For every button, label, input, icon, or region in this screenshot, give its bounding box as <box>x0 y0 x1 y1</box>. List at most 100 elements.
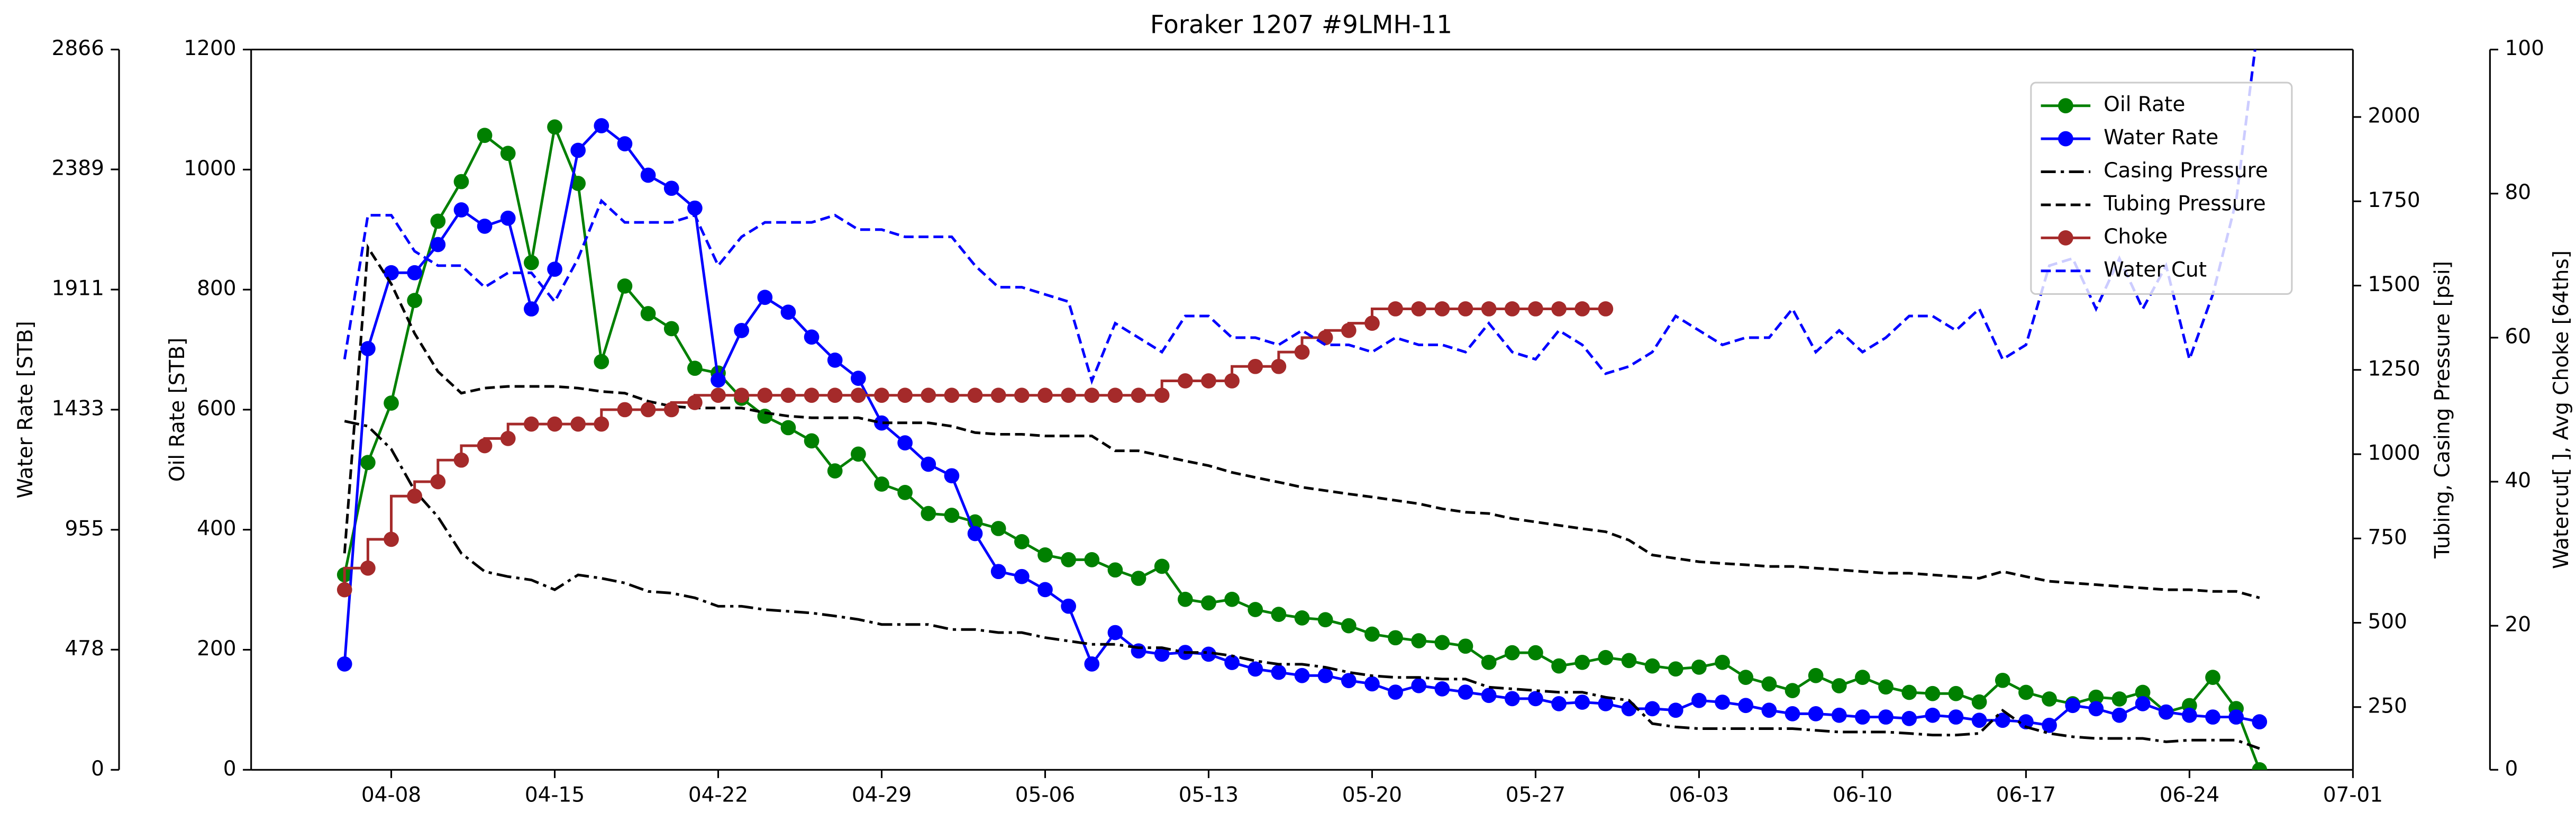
y-tick-label: 0 <box>223 757 236 781</box>
data-point <box>967 526 983 542</box>
data-point <box>1481 301 1497 317</box>
data-point <box>1317 612 1333 628</box>
data-point <box>1317 667 1333 683</box>
y-tick-label: 1200 <box>184 37 236 60</box>
data-point <box>1107 625 1123 640</box>
data-point <box>1388 301 1403 317</box>
data-point <box>1995 672 2010 688</box>
y-axis-label: Tubing, Casing Pressure [psi] <box>2431 261 2455 559</box>
data-point <box>1948 709 1964 725</box>
data-point <box>1271 358 1287 374</box>
data-point <box>687 360 703 376</box>
y-tick-label: 1000 <box>2368 441 2420 465</box>
data-point <box>2042 691 2057 707</box>
data-point <box>1248 661 1263 677</box>
data-point <box>1551 658 1567 674</box>
data-point <box>1341 618 1357 634</box>
series-line <box>343 243 2260 599</box>
data-point <box>1574 301 1590 317</box>
data-point <box>594 354 609 369</box>
data-point <box>1481 654 1497 670</box>
data-point <box>2252 762 2268 770</box>
data-point <box>1084 387 1100 403</box>
data-point <box>1014 534 1030 549</box>
data-point <box>2111 707 2127 723</box>
data-point <box>1341 322 1357 338</box>
data-point <box>734 387 749 403</box>
y-axis-label: Watercut[ ], Avg Choke [64ths] <box>2550 250 2573 569</box>
y-tick-label: 600 <box>197 396 236 420</box>
data-point <box>734 323 749 338</box>
x-tick-label: 07-01 <box>2323 783 2383 807</box>
data-point <box>804 387 820 403</box>
data-point <box>1855 670 1870 685</box>
data-point <box>2042 717 2057 733</box>
data-point <box>944 387 960 403</box>
data-point <box>1388 630 1403 646</box>
data-point <box>1061 598 1076 614</box>
data-point <box>897 435 913 450</box>
data-point <box>804 329 820 345</box>
data-point <box>384 531 399 547</box>
y-tick-label: 500 <box>2368 610 2407 634</box>
data-point <box>1528 645 1543 661</box>
x-tick-label: 04-29 <box>852 783 912 807</box>
data-point <box>524 416 539 432</box>
data-point <box>336 656 352 672</box>
data-point <box>663 402 679 418</box>
data-point <box>430 474 446 490</box>
data-point <box>711 372 726 388</box>
data-point <box>1691 692 1707 708</box>
data-point <box>1481 688 1497 703</box>
data-point <box>1224 373 1240 389</box>
data-point <box>2111 691 2127 707</box>
data-point <box>1644 658 1660 674</box>
data-point <box>944 468 960 484</box>
data-point <box>360 455 376 471</box>
data-point <box>1528 691 1543 707</box>
data-point <box>1271 607 1287 622</box>
data-point <box>2088 701 2104 717</box>
data-point <box>1201 595 1216 611</box>
data-point <box>1084 552 1100 567</box>
data-point <box>780 420 796 436</box>
data-point <box>827 463 843 479</box>
data-point <box>1738 670 1754 685</box>
legend-marker <box>2058 230 2073 246</box>
data-point <box>1294 667 1310 683</box>
data-point <box>617 136 633 152</box>
data-point <box>1061 552 1076 567</box>
y-tick-label: 60 <box>2505 324 2531 348</box>
legend-label: Water Cut <box>2104 258 2207 282</box>
data-point <box>1131 387 1146 403</box>
data-point <box>1785 706 1800 721</box>
data-point <box>2205 670 2220 685</box>
x-tick-label: 06-24 <box>2160 783 2219 807</box>
y-tick-label: 2000 <box>2368 104 2420 128</box>
data-point <box>1294 344 1310 360</box>
data-point <box>850 371 866 386</box>
y-tick-label: 200 <box>197 637 236 661</box>
data-point <box>1434 301 1450 317</box>
data-point <box>1948 685 1964 701</box>
data-point <box>1831 707 1847 723</box>
data-point <box>990 387 1006 403</box>
y-tick-label: 250 <box>2368 694 2407 718</box>
data-point <box>1995 712 2010 728</box>
data-point <box>1037 547 1053 563</box>
data-point <box>1925 707 1941 723</box>
data-point <box>1808 667 1824 683</box>
data-point <box>640 402 656 418</box>
data-point <box>1411 678 1427 693</box>
data-point <box>2182 707 2197 723</box>
data-point <box>850 387 866 403</box>
data-point <box>757 387 773 403</box>
data-point <box>1761 702 1777 718</box>
data-point <box>1574 694 1590 710</box>
data-point <box>1458 301 1473 317</box>
data-point <box>500 210 516 226</box>
data-point <box>874 415 889 431</box>
data-point <box>384 265 399 281</box>
x-tick-label: 06-03 <box>1669 783 1729 807</box>
y-tick-label: 1000 <box>184 157 236 181</box>
